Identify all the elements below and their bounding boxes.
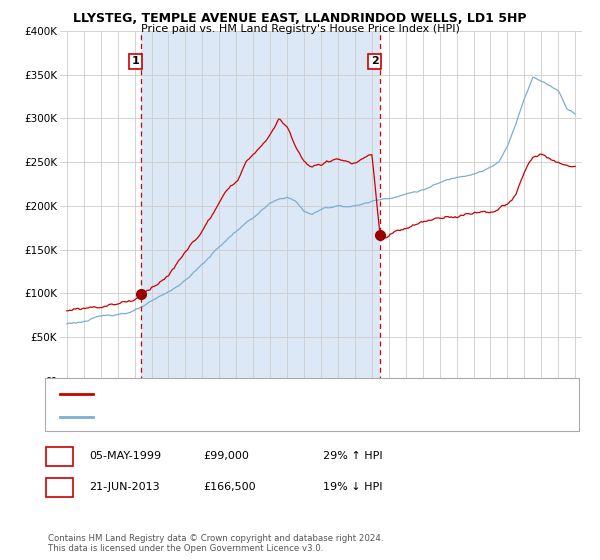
Text: 1: 1 — [55, 450, 64, 463]
Text: HPI: Average price, detached house, Powys: HPI: Average price, detached house, Powy… — [99, 412, 310, 422]
Text: 19% ↓ HPI: 19% ↓ HPI — [323, 482, 382, 492]
Text: 2: 2 — [371, 57, 379, 67]
Bar — [141, 31, 380, 381]
Text: Price paid vs. HM Land Registry's House Price Index (HPI): Price paid vs. HM Land Registry's House … — [140, 24, 460, 34]
Text: £99,000: £99,000 — [203, 451, 248, 461]
Text: 2: 2 — [55, 480, 64, 494]
Text: Contains HM Land Registry data © Crown copyright and database right 2024.
This d: Contains HM Land Registry data © Crown c… — [48, 534, 383, 553]
Text: £166,500: £166,500 — [203, 482, 256, 492]
Text: LLYSTEG, TEMPLE AVENUE EAST, LLANDRINDOD WELLS, LD1 5HP: LLYSTEG, TEMPLE AVENUE EAST, LLANDRINDOD… — [73, 12, 527, 25]
Text: 05-MAY-1999: 05-MAY-1999 — [89, 451, 161, 461]
Text: 29% ↑ HPI: 29% ↑ HPI — [323, 451, 382, 461]
Text: LLYSTEG, TEMPLE AVENUE EAST, LLANDRINDOD WELLS, LD1 5HP (detached house): LLYSTEG, TEMPLE AVENUE EAST, LLANDRINDOD… — [99, 389, 508, 399]
Text: 21-JUN-2013: 21-JUN-2013 — [89, 482, 160, 492]
Text: 1: 1 — [132, 57, 140, 67]
